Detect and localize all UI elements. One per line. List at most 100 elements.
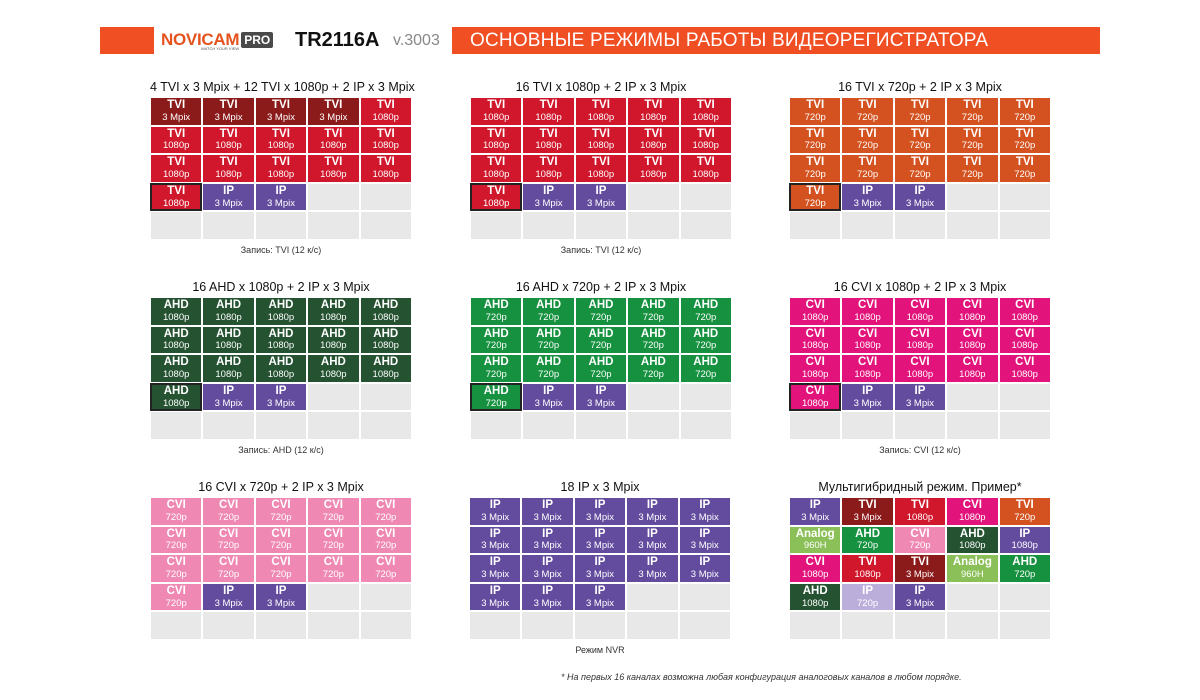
channel-type: AHD xyxy=(483,356,509,369)
channel-type: TVI xyxy=(167,156,186,169)
channel-type: CVI xyxy=(805,327,825,340)
channel-resolution: 1080p xyxy=(801,597,829,609)
channel-type: IP xyxy=(914,185,926,198)
channel-type: AHD xyxy=(693,327,719,340)
channel-resolution: 3 Mpix xyxy=(534,197,563,209)
channel-cell: TVI 1080p xyxy=(359,154,412,183)
channel-type: TVI xyxy=(376,127,395,140)
channel-cell: CVI 720p xyxy=(254,525,308,555)
channel-resolution: 1080p xyxy=(320,140,347,152)
channel-cell: TVI 1080p xyxy=(679,125,732,155)
channel-cell: IP 3 Mpix xyxy=(678,497,731,526)
channel-cell: CVI 1080p xyxy=(841,297,894,326)
panel-title: 4 TVI x 3 Mpix + 12 TVI x 1080p + 2 IP x… xyxy=(150,80,415,94)
channel-cell: CVI 1080p xyxy=(789,354,842,383)
channel-type: CVI xyxy=(376,556,396,569)
panel-note: Режим NVR xyxy=(575,645,625,655)
channel-resolution: 720p xyxy=(538,340,560,352)
channel-cell: IP 3 Mpix xyxy=(521,525,574,555)
channel-cell: AHD 1080p xyxy=(254,297,308,326)
channel-type: AHD xyxy=(640,299,666,312)
channel-resolution: 720p xyxy=(218,540,240,552)
channel-resolution: 720p xyxy=(642,340,664,352)
channel-resolution: 720p xyxy=(590,340,612,352)
channel-type: AHD xyxy=(855,527,881,540)
channel-cell: CVI 720p xyxy=(150,497,203,526)
channel-resolution: 720p xyxy=(165,568,187,580)
channel-type: TVI xyxy=(644,127,663,140)
channel-grid: AHD 720p AHD 720p AHD 720p AHD 720p AHD 720p AHD 72… xyxy=(470,297,732,440)
channel-type: TVI xyxy=(219,156,238,169)
channel-type: TVI xyxy=(272,99,290,112)
channel-resolution: 1080p xyxy=(162,140,190,152)
channel-cell: IP 3 Mpix xyxy=(469,554,522,583)
channel-resolution: 720p xyxy=(375,511,397,523)
channel-resolution: 1080p xyxy=(854,311,881,323)
channel-type: AHD xyxy=(802,585,828,598)
empty-channel-cell xyxy=(679,411,732,440)
channel-resolution: 720p xyxy=(1014,511,1036,523)
channel-resolution: 1080p xyxy=(1011,340,1038,352)
channel-type: IP xyxy=(223,385,235,398)
channel-cell: CVI 1080p xyxy=(998,325,1051,355)
channel-cell: CVI 1080p xyxy=(893,354,947,383)
channel-type: TVI xyxy=(696,156,715,169)
channel-type: AHD xyxy=(216,356,242,369)
channel-resolution: 1080p xyxy=(372,340,399,352)
channel-resolution: 720p xyxy=(909,168,931,180)
channel-grid: TVI 720p TVI 720p TVI 720p TVI 720p TVI 720p TVI 72… xyxy=(789,97,1051,240)
channel-type: IP xyxy=(543,385,555,398)
channel-cell: TVI 3 Mpix xyxy=(202,97,255,126)
channel-type: AHD xyxy=(483,385,509,398)
empty-channel-cell xyxy=(789,411,842,440)
channel-resolution: 1080p xyxy=(372,168,399,180)
empty-channel-cell xyxy=(254,211,308,240)
channel-type: TVI xyxy=(1015,127,1034,140)
channel-cell: TVI 1080p xyxy=(574,154,628,183)
channel-type: TVI xyxy=(644,156,663,169)
channel-cell: AHD 1080p xyxy=(202,325,255,355)
channel-resolution: 720p xyxy=(857,540,879,552)
channel-grid: CVI 1080p CVI 1080p CVI 1080p CVI 1080p CVI 1080p… xyxy=(789,297,1051,440)
channel-type: TVI xyxy=(167,127,186,140)
channel-resolution: 720p xyxy=(270,568,292,580)
empty-channel-cell xyxy=(574,411,628,440)
channel-grid: IP 3 Mpix TVI 3 Mpix TVI 1080p CVI 1080p TVI 720p… xyxy=(789,497,1051,640)
channel-resolution: 1080p xyxy=(640,168,667,180)
empty-channel-cell xyxy=(254,611,308,640)
channel-cell: TVI 1080p xyxy=(359,97,412,126)
empty-channel-cell xyxy=(307,382,360,412)
channel-type: CVI xyxy=(962,327,982,340)
channel-grid: AHD 1080p AHD 1080p AHD 1080p AHD 1080p AHD 1080p… xyxy=(150,297,412,440)
channel-resolution: 720p xyxy=(375,568,397,580)
channel-cell: IP 720p xyxy=(841,582,894,612)
empty-channel-cell xyxy=(627,182,680,212)
empty-channel-cell xyxy=(359,582,412,612)
channel-cell: CVI 720p xyxy=(307,525,360,555)
channel-cell: CVI 1080p xyxy=(789,325,842,355)
channel-type: TVI xyxy=(696,99,715,112)
channel-cell: TVI 1080p xyxy=(679,154,732,183)
channel-resolution: 960H xyxy=(961,568,984,580)
empty-channel-cell xyxy=(841,211,894,240)
channel-type: CVI xyxy=(962,356,982,369)
channel-resolution: 720p xyxy=(695,340,717,352)
channel-type: CVI xyxy=(805,299,825,312)
channel-cell: CVI 1080p xyxy=(946,497,999,526)
channel-resolution: 1080p xyxy=(482,197,510,209)
footnote: * На первых 16 каналах возможна любая ко… xyxy=(561,672,962,682)
channel-resolution: 720p xyxy=(165,597,187,609)
channel-cell: CVI 1080p xyxy=(998,354,1051,383)
channel-resolution: 3 Mpix xyxy=(319,111,348,123)
empty-channel-cell xyxy=(202,211,255,240)
channel-resolution: 720p xyxy=(804,197,826,209)
channel-resolution: 1080p xyxy=(320,340,347,352)
channel-cell: TVI 1080p xyxy=(470,154,523,183)
channel-type: CVI xyxy=(962,499,982,512)
channel-resolution: 720p xyxy=(1014,140,1036,152)
channel-cell: TVI 1080p xyxy=(150,154,203,183)
channel-cell: IP 3 Mpix xyxy=(469,497,522,526)
channel-resolution: 3 Mpix xyxy=(585,511,614,523)
channel-type: TVI xyxy=(858,156,877,169)
channel-resolution: 720p xyxy=(322,511,344,523)
